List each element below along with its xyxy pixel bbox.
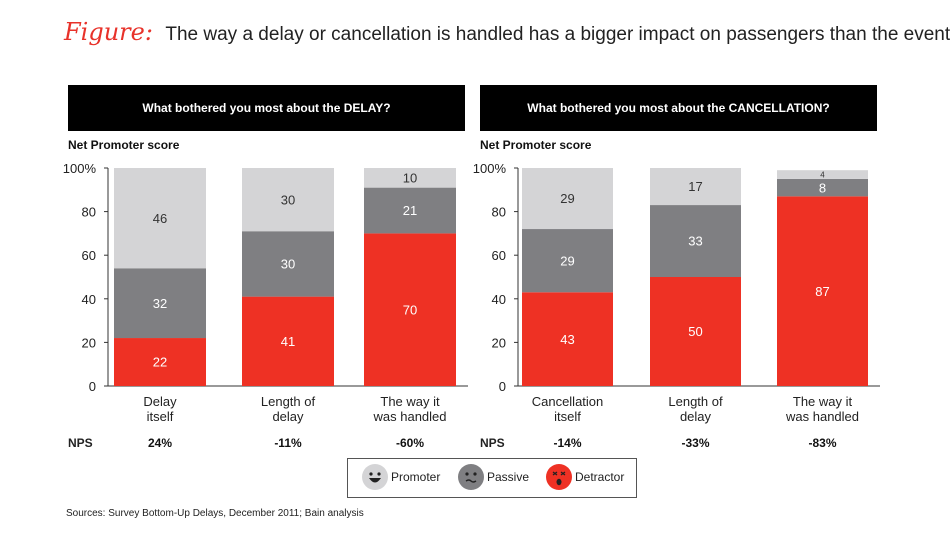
bar-segment-passive bbox=[650, 205, 741, 277]
bar-segment-passive bbox=[242, 231, 334, 297]
legend-label-detractor: Detractor bbox=[575, 470, 625, 484]
bar-segment-detractor bbox=[242, 296, 334, 386]
legend-label-passive: Passive bbox=[487, 470, 530, 484]
category-label: delay bbox=[272, 409, 304, 424]
bar-segment-promoter bbox=[777, 170, 868, 179]
data-label: 70 bbox=[403, 302, 417, 317]
category-label: Length of bbox=[261, 394, 316, 409]
detractor-face-icon bbox=[546, 464, 572, 490]
data-label: 29 bbox=[560, 191, 574, 206]
y-tick-label: 60 bbox=[492, 248, 506, 263]
bar-segment-promoter bbox=[114, 168, 206, 269]
data-label: 50 bbox=[688, 324, 702, 339]
sources-note: Sources: Survey Bottom-Up Delays, Decemb… bbox=[66, 508, 364, 519]
y-tick-label: 0 bbox=[89, 379, 96, 394]
y-tick-label: 100% bbox=[63, 161, 97, 176]
data-label: 22 bbox=[153, 355, 167, 370]
category-label: Cancellation bbox=[532, 394, 604, 409]
category-label: was handled bbox=[373, 409, 447, 424]
data-label: 32 bbox=[153, 296, 167, 311]
data-label: 41 bbox=[281, 334, 295, 349]
nps-value: -83% bbox=[808, 436, 836, 450]
data-label: 10 bbox=[403, 170, 417, 185]
bar-segment-passive bbox=[522, 229, 613, 293]
nps-label-delay: NPS bbox=[68, 436, 93, 450]
bar-segment-promoter bbox=[522, 168, 613, 230]
figure-label: Figure: bbox=[64, 18, 153, 46]
nps-label-cancellation: NPS bbox=[480, 436, 505, 450]
legend-item-detractor: Detractor bbox=[546, 464, 624, 490]
bar-segment-detractor bbox=[777, 196, 868, 386]
figure-title-text: The way a delay or cancellation is handl… bbox=[165, 24, 950, 45]
bar-segment-detractor bbox=[364, 233, 456, 386]
category-label: Delay bbox=[143, 394, 177, 409]
legend-item-promoter: Promoter bbox=[362, 464, 440, 490]
bar-segment-passive bbox=[777, 178, 868, 197]
category-label: Length of bbox=[668, 394, 723, 409]
bar-segment-passive bbox=[114, 268, 206, 339]
data-label: 4 bbox=[820, 170, 825, 179]
bar-segment-promoter bbox=[364, 168, 456, 188]
category-label: itself bbox=[554, 409, 581, 424]
y-tick-label: 20 bbox=[492, 335, 506, 350]
nps-value: -60% bbox=[396, 436, 424, 450]
data-label: 46 bbox=[153, 211, 167, 226]
data-label: 33 bbox=[688, 234, 702, 249]
category-label: itself bbox=[147, 409, 174, 424]
panel-header-delay: What bothered you most about the DELAY? bbox=[68, 85, 465, 131]
y-tick-label: 80 bbox=[82, 205, 96, 220]
bar-segment-detractor bbox=[650, 277, 741, 386]
y-tick-label: 40 bbox=[82, 292, 96, 307]
axis-title-cancellation: Net Promoter score bbox=[480, 138, 592, 152]
legend-item-passive: Passive bbox=[458, 464, 529, 490]
data-label: 87 bbox=[815, 284, 829, 299]
promoter-face-icon bbox=[362, 464, 388, 490]
category-label: was handled bbox=[785, 409, 859, 424]
passive-face-icon bbox=[458, 464, 484, 490]
bar-segment-promoter bbox=[242, 168, 334, 232]
y-tick-label: 80 bbox=[492, 205, 506, 220]
data-label: 8 bbox=[819, 180, 826, 195]
category-label: delay bbox=[680, 409, 712, 424]
bar-segment-promoter bbox=[650, 168, 741, 206]
bar-segment-detractor bbox=[522, 292, 613, 386]
data-label: 43 bbox=[560, 332, 574, 347]
data-label: 29 bbox=[560, 253, 574, 268]
nps-value: -14% bbox=[553, 436, 581, 450]
data-label: 17 bbox=[688, 179, 702, 194]
legend: Promoter Passive Detractor bbox=[347, 458, 637, 498]
panel-header-cancellation: What bothered you most about the CANCELL… bbox=[480, 85, 877, 131]
bar-segment-detractor bbox=[114, 338, 206, 386]
axis-title-delay: Net Promoter score bbox=[68, 138, 180, 152]
bar-segment-passive bbox=[364, 187, 456, 234]
y-tick-label: 0 bbox=[499, 379, 506, 394]
legend-label-promoter: Promoter bbox=[391, 470, 441, 484]
nps-value: 24% bbox=[148, 436, 172, 450]
y-tick-label: 40 bbox=[492, 292, 506, 307]
category-label: The way it bbox=[380, 394, 440, 409]
y-tick-label: 60 bbox=[82, 248, 96, 263]
category-label: The way it bbox=[793, 394, 853, 409]
y-tick-label: 100% bbox=[473, 161, 507, 176]
data-label: 30 bbox=[281, 192, 295, 207]
y-tick-label: 20 bbox=[82, 335, 96, 350]
nps-value: -11% bbox=[274, 436, 302, 450]
figure-title: Figure: The way a delay or cancellation … bbox=[64, 18, 950, 46]
data-label: 21 bbox=[403, 203, 417, 218]
data-label: 30 bbox=[281, 257, 295, 272]
nps-value: -33% bbox=[681, 436, 709, 450]
